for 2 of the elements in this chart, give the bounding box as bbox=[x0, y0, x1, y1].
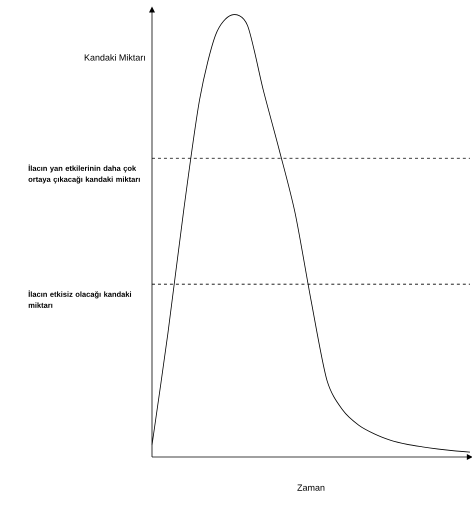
x-axis-title: Zaman bbox=[297, 484, 324, 491]
y-axis-title: Kandaki Miktarı bbox=[84, 54, 145, 61]
